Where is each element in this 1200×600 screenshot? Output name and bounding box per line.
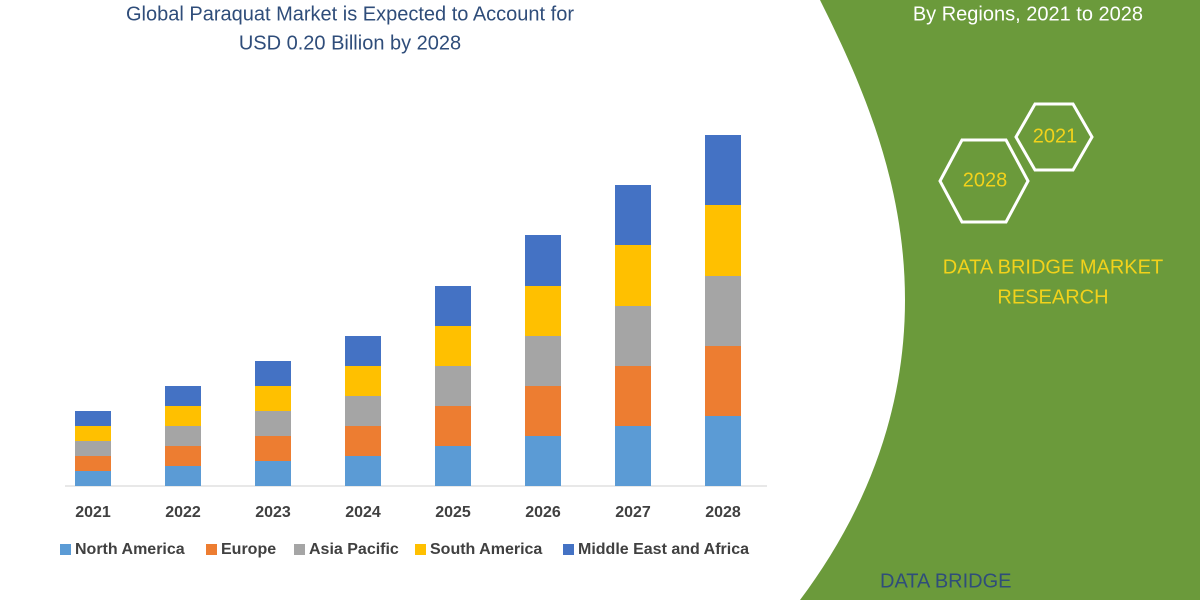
bar-segment — [615, 306, 651, 366]
bar-segment — [75, 426, 111, 441]
bar-segment — [255, 461, 291, 486]
legend-swatch — [415, 544, 426, 555]
logo: DATA BRIDGE — [880, 570, 1012, 592]
bar-segment — [525, 235, 561, 286]
legend-swatch — [294, 544, 305, 555]
legend-swatch — [60, 544, 71, 555]
bar-segment — [75, 471, 111, 486]
x-tick-label: 2023 — [255, 504, 291, 521]
side-panel — [800, 0, 1200, 600]
bar-segment — [615, 426, 651, 486]
bar-segment — [705, 135, 741, 205]
hexagon — [1014, 102, 1094, 172]
bar-segment — [615, 245, 651, 306]
bar-segment — [615, 185, 651, 245]
bar-segment — [705, 416, 741, 486]
bar-segment — [705, 346, 741, 416]
legend-label: North America — [75, 541, 185, 558]
bar-segment — [255, 411, 291, 436]
bar-segment — [525, 436, 561, 486]
bar-segment — [165, 446, 201, 466]
bar-segment — [525, 336, 561, 386]
bar-segment — [615, 366, 651, 426]
chart-title: USD 0.20 Billion by 2028 — [239, 32, 461, 54]
x-tick-label: 2022 — [165, 504, 201, 521]
legend-label: Asia Pacific — [309, 541, 399, 558]
bar-segment — [435, 446, 471, 486]
bar-segment — [345, 336, 381, 366]
bar-segment — [165, 406, 201, 426]
bar-segment — [165, 426, 201, 446]
bar-segment — [705, 205, 741, 276]
bar-segment — [255, 386, 291, 411]
legend-label: Europe — [221, 541, 276, 558]
bar-segment — [345, 396, 381, 426]
bar-segment — [345, 426, 381, 456]
bar-segment — [345, 456, 381, 486]
x-tick-label: 2021 — [75, 504, 111, 521]
bar-segment — [165, 386, 201, 406]
chart-title: Global Paraquat Market is Expected to Ac… — [126, 3, 574, 25]
bar-segment — [75, 456, 111, 471]
bar-segment — [435, 326, 471, 366]
bar-segment — [525, 386, 561, 436]
x-tick-label: 2028 — [705, 504, 741, 521]
x-tick-label: 2026 — [525, 504, 561, 521]
x-tick-label: 2025 — [435, 504, 471, 521]
x-tick-label: 2024 — [345, 504, 381, 521]
legend-label: Middle East and Africa — [578, 541, 749, 558]
bar-segment — [435, 366, 471, 406]
legend-swatch — [563, 544, 574, 555]
panel-subtitle: By Regions, 2021 to 2028 — [913, 3, 1143, 25]
brand: DATA BRIDGE MARKET — [943, 256, 1163, 278]
bar-segment — [435, 406, 471, 446]
bar-segment — [255, 361, 291, 386]
bar-segment — [255, 436, 291, 461]
bar-segment — [345, 366, 381, 396]
x-tick-label: 2027 — [615, 504, 651, 521]
bar-segment — [75, 411, 111, 426]
bar-segment — [165, 466, 201, 486]
legend-label: South America — [430, 541, 542, 558]
hexagon — [938, 138, 1030, 224]
hexagon-label: 2021 — [1033, 125, 1078, 147]
bar-segment — [75, 441, 111, 456]
bar-segment — [705, 276, 741, 346]
brand: RESEARCH — [997, 286, 1108, 308]
legend-swatch — [206, 544, 217, 555]
bar-segment — [435, 286, 471, 326]
hexagon-label: 2028 — [963, 169, 1008, 191]
bar-segment — [525, 286, 561, 336]
